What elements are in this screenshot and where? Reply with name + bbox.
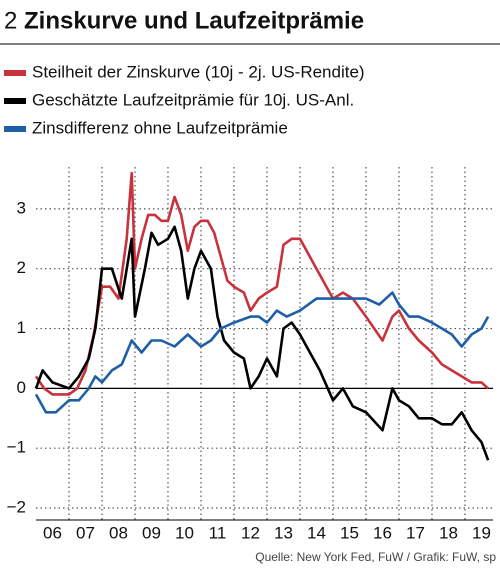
x-tick-label: 06 [43, 523, 62, 542]
x-tick-label: 10 [175, 523, 194, 542]
x-tick-label: 13 [274, 523, 293, 542]
x-tick-label: 12 [241, 523, 260, 542]
y-tick-label: 1 [17, 318, 26, 337]
x-tick-label: 15 [340, 523, 359, 542]
x-tick-label: 07 [76, 523, 95, 542]
y-tick-label: 2 [17, 258, 26, 277]
series-line [34, 291, 490, 414]
x-tick-label: 11 [209, 523, 227, 542]
legend-label: Steilheit der Zinskurve (10j - 2j. US-Re… [32, 62, 365, 81]
legend-swatch [4, 126, 26, 132]
legend-swatch [4, 98, 26, 104]
legend-label: Zinsdifferenz ohne Laufzeitprämie [32, 118, 288, 137]
x-tick-label: 18 [439, 523, 458, 542]
x-tick-label: 08 [109, 523, 128, 542]
x-tick-label: 17 [406, 523, 425, 542]
series-line [34, 171, 489, 396]
source: Quelle: New York Fed, FuW / Grafik: FuW,… [255, 550, 496, 564]
y-tick-label: −2 [7, 498, 26, 517]
legend-swatch [4, 70, 26, 76]
x-tick-label: 19 [472, 523, 491, 542]
x-tick-label: 14 [307, 523, 326, 542]
chart-number: 2 [4, 7, 17, 34]
y-tick-label: −1 [7, 438, 26, 457]
series-line [34, 225, 490, 461]
x-tick-label: 16 [373, 523, 392, 542]
y-tick-label: 0 [17, 378, 26, 397]
y-tick-label: 3 [17, 198, 26, 217]
x-tick-label: 09 [142, 523, 161, 542]
legend-label: Geschätzte Laufzeitprämie für 10j. US-An… [32, 90, 354, 109]
chart-title: Zinskurve und Laufzeitprämie [24, 7, 364, 34]
